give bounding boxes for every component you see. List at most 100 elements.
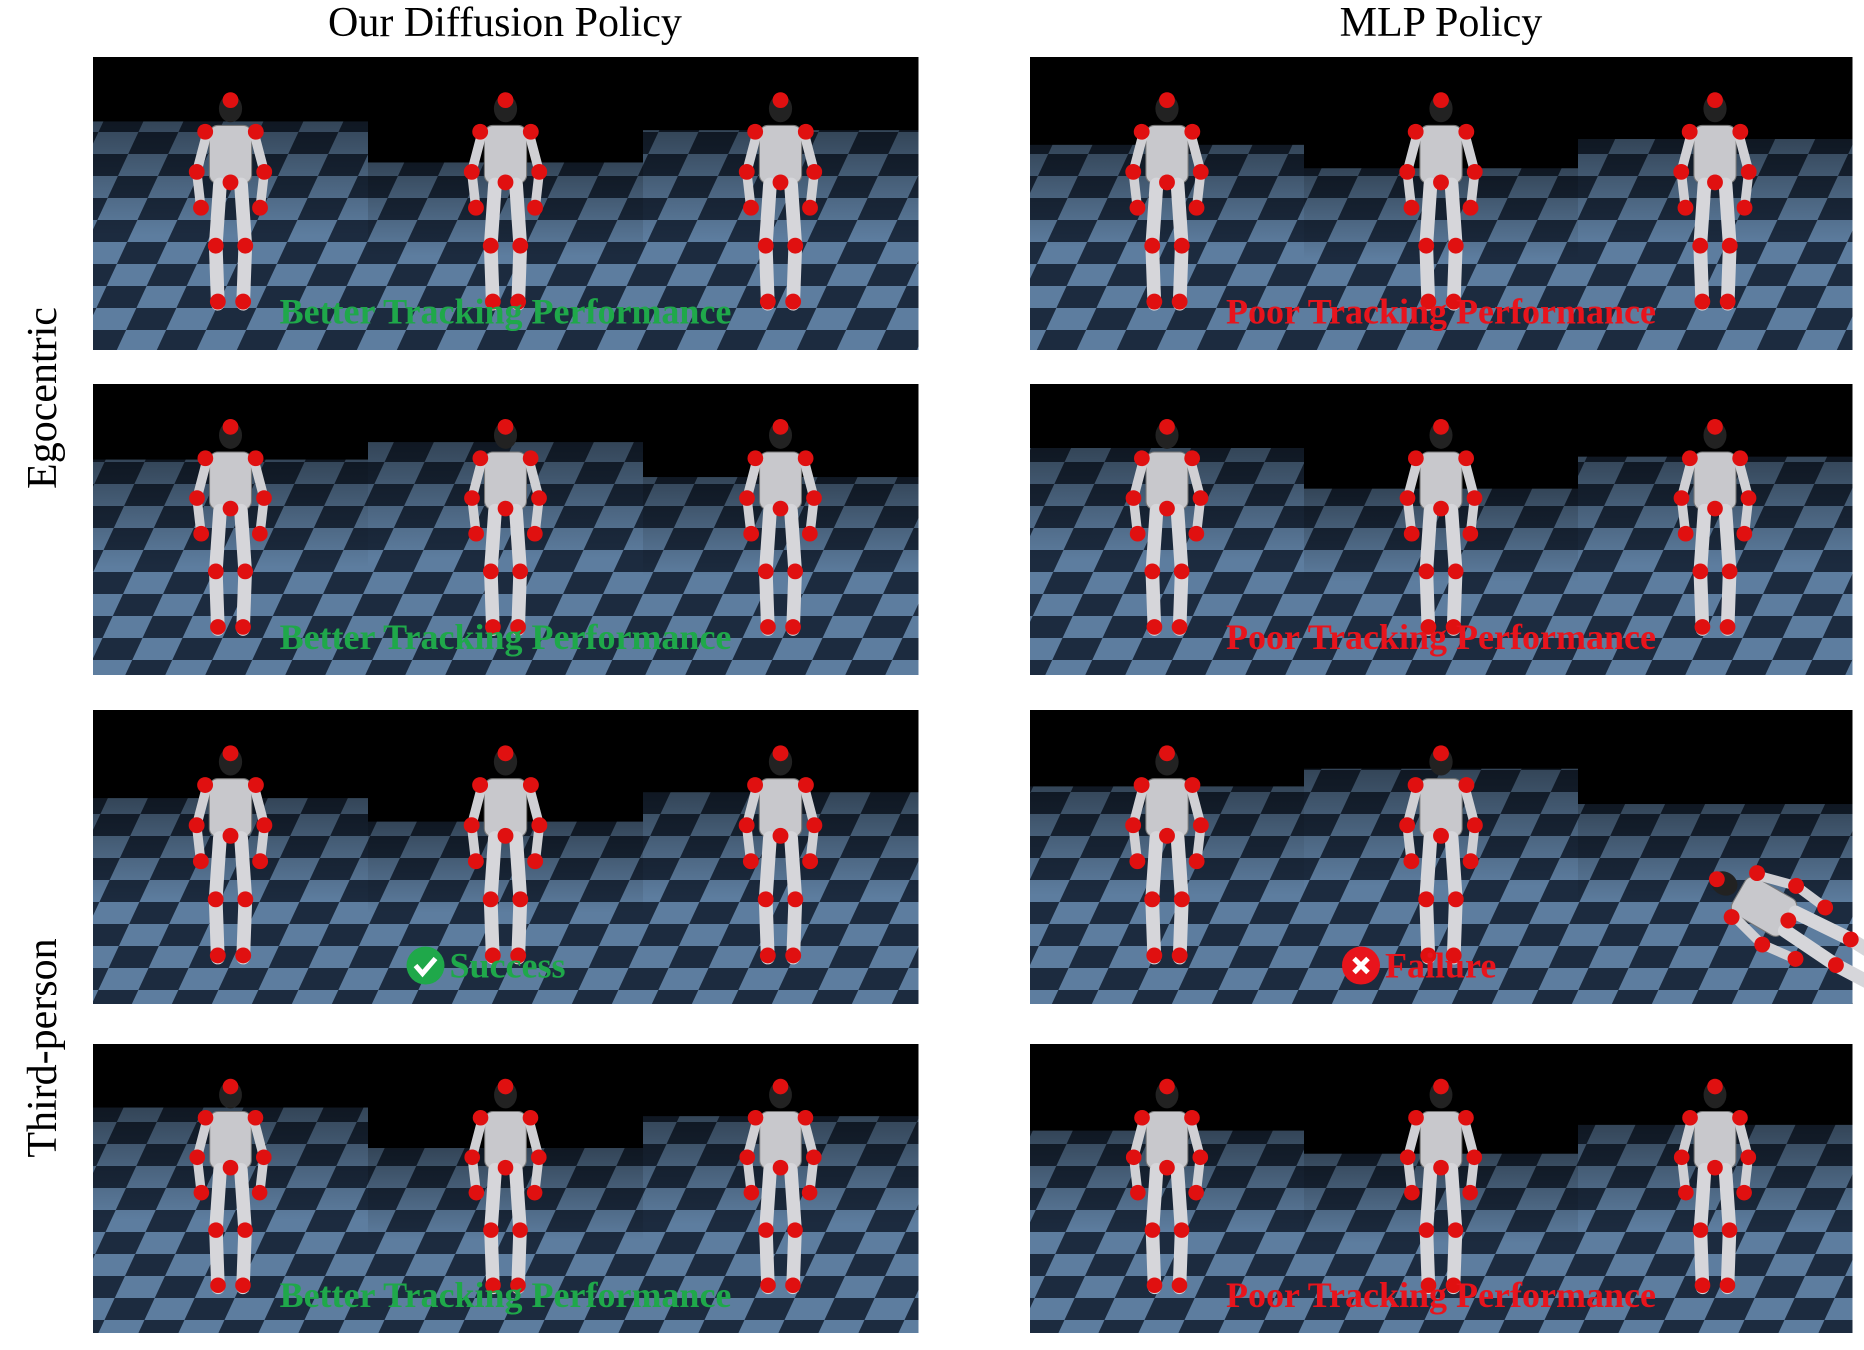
marker [747,777,764,793]
marker [1420,1277,1437,1294]
row-label: Egocentric [20,307,66,489]
marker [760,1277,776,1294]
marker [1447,1222,1464,1238]
marker [738,163,755,180]
robot [1399,418,1483,636]
marker [255,1149,272,1166]
marker [526,1184,543,1201]
marker [531,163,548,180]
marker [1144,891,1161,908]
marker [222,92,239,109]
marker [1129,525,1146,542]
marker [468,525,485,542]
marker [1144,563,1161,580]
marker [1188,1184,1204,1201]
marker [1433,418,1449,435]
marker [1678,1184,1694,1201]
marker [485,1277,501,1294]
marker [1399,1149,1416,1166]
robot [1125,92,1209,311]
marker [743,525,760,542]
marker [802,853,819,870]
robot [1673,1078,1757,1295]
marker [1707,174,1723,191]
marker [193,1184,210,1201]
marker [210,619,226,635]
marker [1407,123,1424,140]
marker [484,947,501,964]
marker [237,563,254,580]
marker [1159,827,1175,844]
marker [530,1149,547,1166]
marker [1146,293,1163,310]
robot [188,92,273,311]
marker [1134,1109,1150,1126]
marker [760,619,776,635]
marker [1842,931,1859,948]
marker [197,450,214,467]
marker [467,853,484,870]
marker [235,1277,251,1294]
robot [464,1078,547,1295]
icon-glyph [413,956,438,978]
marker [189,1149,206,1166]
marker [197,123,214,140]
floor-shade [1304,1153,1579,1333]
robot [738,745,823,965]
robot [739,418,822,636]
marker [209,947,226,964]
marker [1707,1159,1723,1176]
marker [739,490,755,506]
success-icon [406,946,445,985]
robot [188,745,273,965]
marker [1719,293,1736,310]
marker [772,827,789,844]
marker [772,418,789,435]
marker [497,500,514,517]
marker [510,947,527,964]
marker [207,563,224,580]
marker [1736,525,1753,542]
marker [1719,619,1736,635]
marker [787,891,804,908]
marker [510,293,527,310]
marker [472,123,489,140]
marker [222,827,239,844]
marker [1466,817,1483,834]
marker [1721,237,1738,254]
marker [1681,123,1698,140]
marker [757,563,774,580]
marker [1749,865,1765,882]
marker [1458,1109,1474,1126]
marker [193,525,210,542]
robot [189,1078,272,1295]
marker [1466,163,1483,180]
marker [510,619,526,635]
marker [527,199,543,216]
marker [512,237,529,254]
marker [1399,163,1416,180]
marker [1433,1159,1449,1176]
marker [512,1222,528,1238]
marker [482,237,499,254]
marker [237,891,254,908]
panel: Better Tracking Performance [93,384,919,675]
marker [758,1222,774,1238]
marker [1171,947,1188,964]
marker [1692,237,1709,254]
marker [1433,500,1449,517]
marker [1146,947,1163,964]
marker [1732,1109,1748,1126]
marker [483,1222,499,1238]
marker [247,123,264,140]
marker [468,199,484,216]
marker [787,237,804,254]
marker [1418,237,1435,254]
marker [1188,199,1205,216]
marker [1403,525,1420,542]
marker [497,418,514,435]
marker [192,853,209,870]
marker [482,563,499,580]
robot [1399,1078,1483,1295]
marker [1171,619,1188,635]
